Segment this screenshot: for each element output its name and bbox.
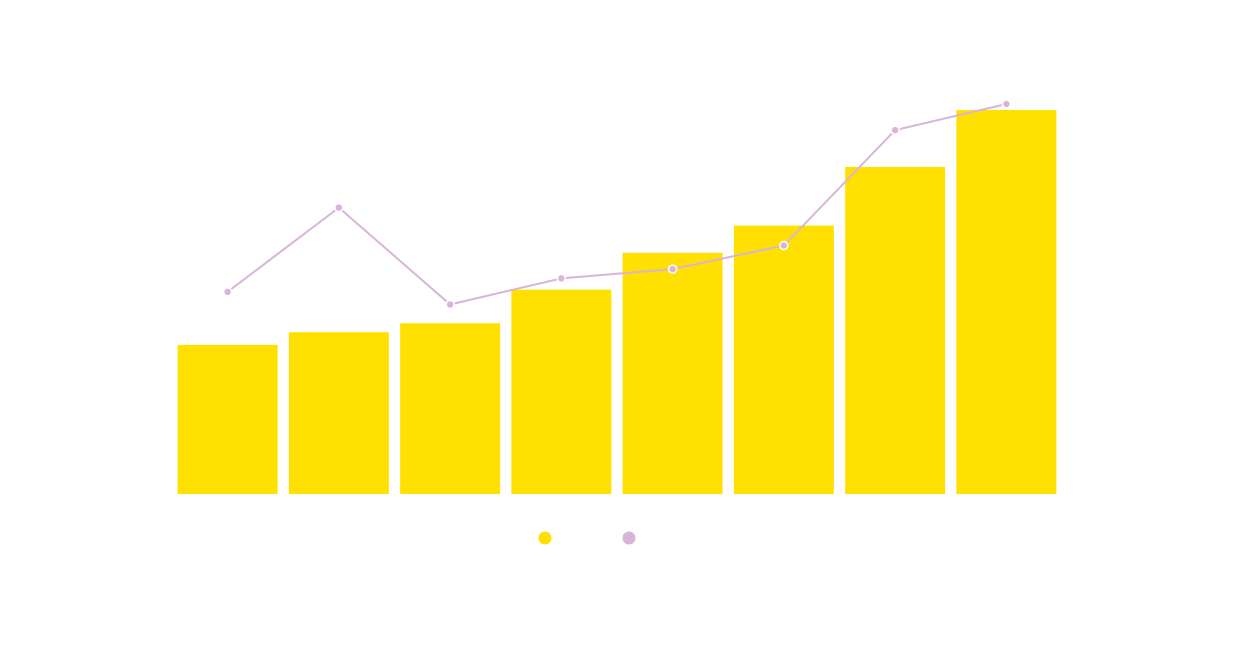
bar-series: [177, 110, 1057, 494]
bar-3: [400, 323, 501, 494]
bar-4: [511, 289, 612, 494]
bar-8: [956, 110, 1057, 494]
line-point-2: [334, 202, 344, 213]
bar-6: [733, 225, 834, 494]
bar-1: [177, 344, 278, 494]
line-point-5: [667, 264, 678, 274]
line-path: [227, 103, 1007, 306]
bar-2: [288, 332, 389, 494]
line-point-4: [556, 273, 567, 284]
bar-7: [845, 167, 946, 494]
line-point-3: [445, 299, 455, 310]
line-point-6: [779, 240, 789, 251]
bar-5: [622, 252, 723, 494]
line-point-1: [222, 287, 233, 297]
line-point-8: [1001, 99, 1012, 109]
legend: [538, 531, 636, 545]
legend-marker-2[interactable]: [622, 531, 636, 545]
legend-marker-1[interactable]: [538, 531, 552, 545]
line-series: [222, 99, 1012, 310]
line-point-7: [890, 125, 900, 135]
